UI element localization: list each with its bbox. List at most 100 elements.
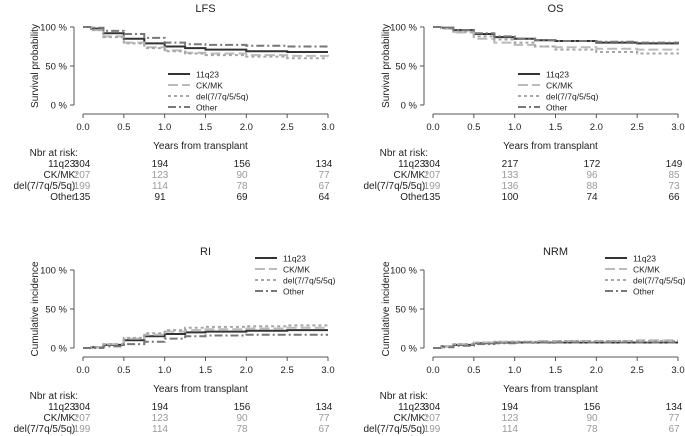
y-tick-label: 50 % <box>45 62 67 73</box>
x-axis-title: Years from transplant <box>153 141 248 152</box>
x-axis-title: Years from transplant <box>503 141 598 152</box>
risk-count: 78 <box>236 424 248 435</box>
risk-count: 194 <box>152 159 169 170</box>
y-tick-label: 0 % <box>401 344 418 355</box>
risk-count: 135 <box>424 192 441 203</box>
x-tick-label: 1.0 <box>158 365 171 376</box>
risk-count: 136 <box>502 181 519 192</box>
risk-count: 133 <box>502 170 519 181</box>
risk-count: 77 <box>318 170 330 181</box>
legend-label: Other <box>633 287 654 297</box>
risk-count: 304 <box>74 159 91 170</box>
y-tick-label: 50 % <box>45 305 67 316</box>
y-tick-label: 0 % <box>51 344 68 355</box>
risk-count: 304 <box>424 402 441 413</box>
risk-count: 74 <box>586 192 598 203</box>
risk-count: 199 <box>424 181 441 192</box>
x-tick-label: 2.0 <box>240 365 253 376</box>
x-tick-label: 0.5 <box>117 365 130 376</box>
x-tick-label: 1.5 <box>549 122 562 133</box>
risk-table-header: Nbr at risk: <box>380 391 428 402</box>
risk-table-header: Nbr at risk: <box>30 148 78 159</box>
legend-label: 11q23 <box>546 70 569 80</box>
risk-count: 156 <box>584 402 601 413</box>
risk-row-label: del(7/7q/5/5q): <box>14 181 79 192</box>
legend-label: 11q23 <box>196 70 219 80</box>
risk-count: 217 <box>502 159 519 170</box>
risk-row-label: CK/MK: <box>394 413 428 424</box>
x-tick-label: 2.5 <box>281 365 294 376</box>
risk-count: 69 <box>236 192 248 203</box>
risk-row-label: 11q23: <box>48 159 78 170</box>
legend-label: Other <box>196 103 217 113</box>
legend-label: del(7/7q/5/5q) <box>283 276 336 286</box>
legend-label: Other <box>283 287 304 297</box>
risk-count: 96 <box>586 170 598 181</box>
y-axis-label: Survival probability <box>381 24 392 108</box>
risk-count: 207 <box>424 170 441 181</box>
risk-count: 134 <box>316 159 333 170</box>
risk-count: 123 <box>152 413 169 424</box>
risk-count: 77 <box>318 413 330 424</box>
x-tick-label: 2.5 <box>631 365 644 376</box>
y-tick-label: 50 % <box>395 62 417 73</box>
x-tick-label: 2.0 <box>590 122 603 133</box>
risk-count: 199 <box>424 424 441 435</box>
x-tick-label: 2.0 <box>590 365 603 376</box>
panel-ri: RI Cumulative incidence 0 % 50 % 100 % 0.0 0.5… <box>14 246 336 436</box>
y-tick-label: 100 % <box>390 266 417 277</box>
risk-count: 207 <box>424 413 441 424</box>
y-tick-label: 100 % <box>390 23 417 34</box>
series-line-del-7-7q-5-5q- <box>433 26 679 55</box>
risk-row-label: CK/MK: <box>394 170 428 181</box>
series-line-other <box>83 333 328 349</box>
series-line-del-7-7q-5-5q- <box>83 324 328 349</box>
y-tick-label: 50 % <box>395 305 417 316</box>
risk-count: 207 <box>74 170 91 181</box>
risk-row-label: 11q23: <box>398 159 428 170</box>
risk-count: 114 <box>152 181 168 192</box>
risk-count: 199 <box>74 181 91 192</box>
risk-row-label: Other: <box>400 192 428 203</box>
y-tick-label: 0 % <box>51 101 68 112</box>
x-tick-label: 0.5 <box>467 365 480 376</box>
risk-count: 85 <box>668 170 680 181</box>
risk-count: 194 <box>152 402 169 413</box>
series-line-other <box>433 341 678 349</box>
x-tick-label: 1.5 <box>199 365 212 376</box>
risk-row-label: 11q23: <box>398 402 428 413</box>
y-axis-label: Cumulative incidence <box>381 261 392 356</box>
legend-label: CK/MK <box>196 81 223 91</box>
risk-count: 67 <box>318 424 330 435</box>
x-tick-label: 3.0 <box>671 365 684 376</box>
series-line-del-7-7q-5-5q- <box>433 340 678 349</box>
risk-count: 66 <box>668 192 680 203</box>
risk-count: 64 <box>318 192 330 203</box>
x-tick-label: 3.0 <box>671 122 684 133</box>
risk-count: 91 <box>154 192 166 203</box>
legend-label: 11q23 <box>283 254 306 264</box>
series-line-11q23 <box>83 329 328 349</box>
risk-count: 134 <box>666 402 683 413</box>
panel-title: NRM <box>543 246 568 258</box>
x-tick-label: 0.0 <box>76 365 89 376</box>
risk-count: 78 <box>586 424 598 435</box>
risk-count: 77 <box>668 413 680 424</box>
risk-row-label: del(7/7q/5/5q): <box>364 424 429 435</box>
risk-count: 156 <box>234 159 251 170</box>
x-axis-title: Years from transplant <box>503 384 598 395</box>
x-tick-label: 2.5 <box>281 122 294 133</box>
risk-row-label: Other: <box>50 192 78 203</box>
risk-row-label: del(7/7q/5/5q): <box>14 424 79 435</box>
risk-count: 135 <box>74 192 91 203</box>
risk-count: 114 <box>502 424 518 435</box>
risk-count: 156 <box>234 402 251 413</box>
legend-label: CK/MK <box>283 265 310 275</box>
x-tick-label: 3.0 <box>321 365 334 376</box>
x-tick-label: 1.0 <box>158 122 171 133</box>
